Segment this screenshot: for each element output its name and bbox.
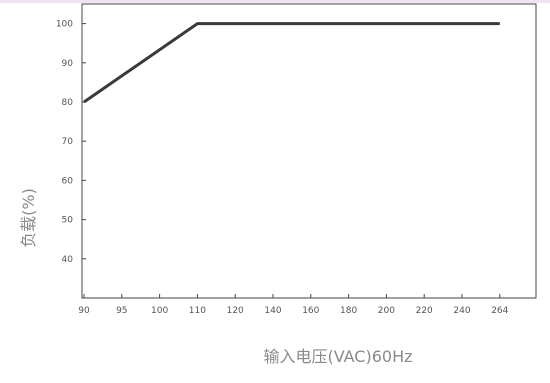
series-layer [84, 24, 500, 102]
plot-frame [82, 4, 536, 298]
x-tick-label: 100 [151, 306, 168, 316]
x-tick-label: 120 [227, 306, 244, 316]
x-tick-label: 90 [78, 306, 90, 316]
x-tick-label: 110 [189, 306, 206, 316]
x-tick-label: 200 [378, 306, 395, 316]
x-tick-label: 240 [453, 306, 470, 316]
x-tick-label: 160 [302, 306, 319, 316]
x-axis-title: 输入电压(VAC)60Hz [263, 347, 412, 366]
plot-border [82, 4, 536, 298]
x-tick-label: 140 [264, 306, 281, 316]
y-tick-label: 100 [56, 20, 73, 30]
y-tick-label: 60 [62, 176, 74, 186]
x-tick-label: 264 [491, 306, 508, 316]
y-tick-label: 40 [62, 255, 74, 265]
series-line [84, 24, 500, 102]
x-tick-label: 180 [340, 306, 357, 316]
y-tick-label: 80 [62, 98, 74, 108]
y-tick-label: 90 [62, 59, 74, 69]
y-axis-ticks: 40 50 60 70 80 90 100 [56, 20, 86, 265]
x-axis-ticks: 90 95 100 110 120 140 160 180 200 220 240 264 [78, 294, 508, 316]
x-tick-label: 95 [116, 306, 127, 316]
y-tick-label: 70 [62, 137, 74, 147]
y-tick-label: 50 [62, 216, 74, 226]
x-tick-label: 220 [416, 306, 433, 316]
y-axis-title: 负载(%) [19, 188, 38, 248]
